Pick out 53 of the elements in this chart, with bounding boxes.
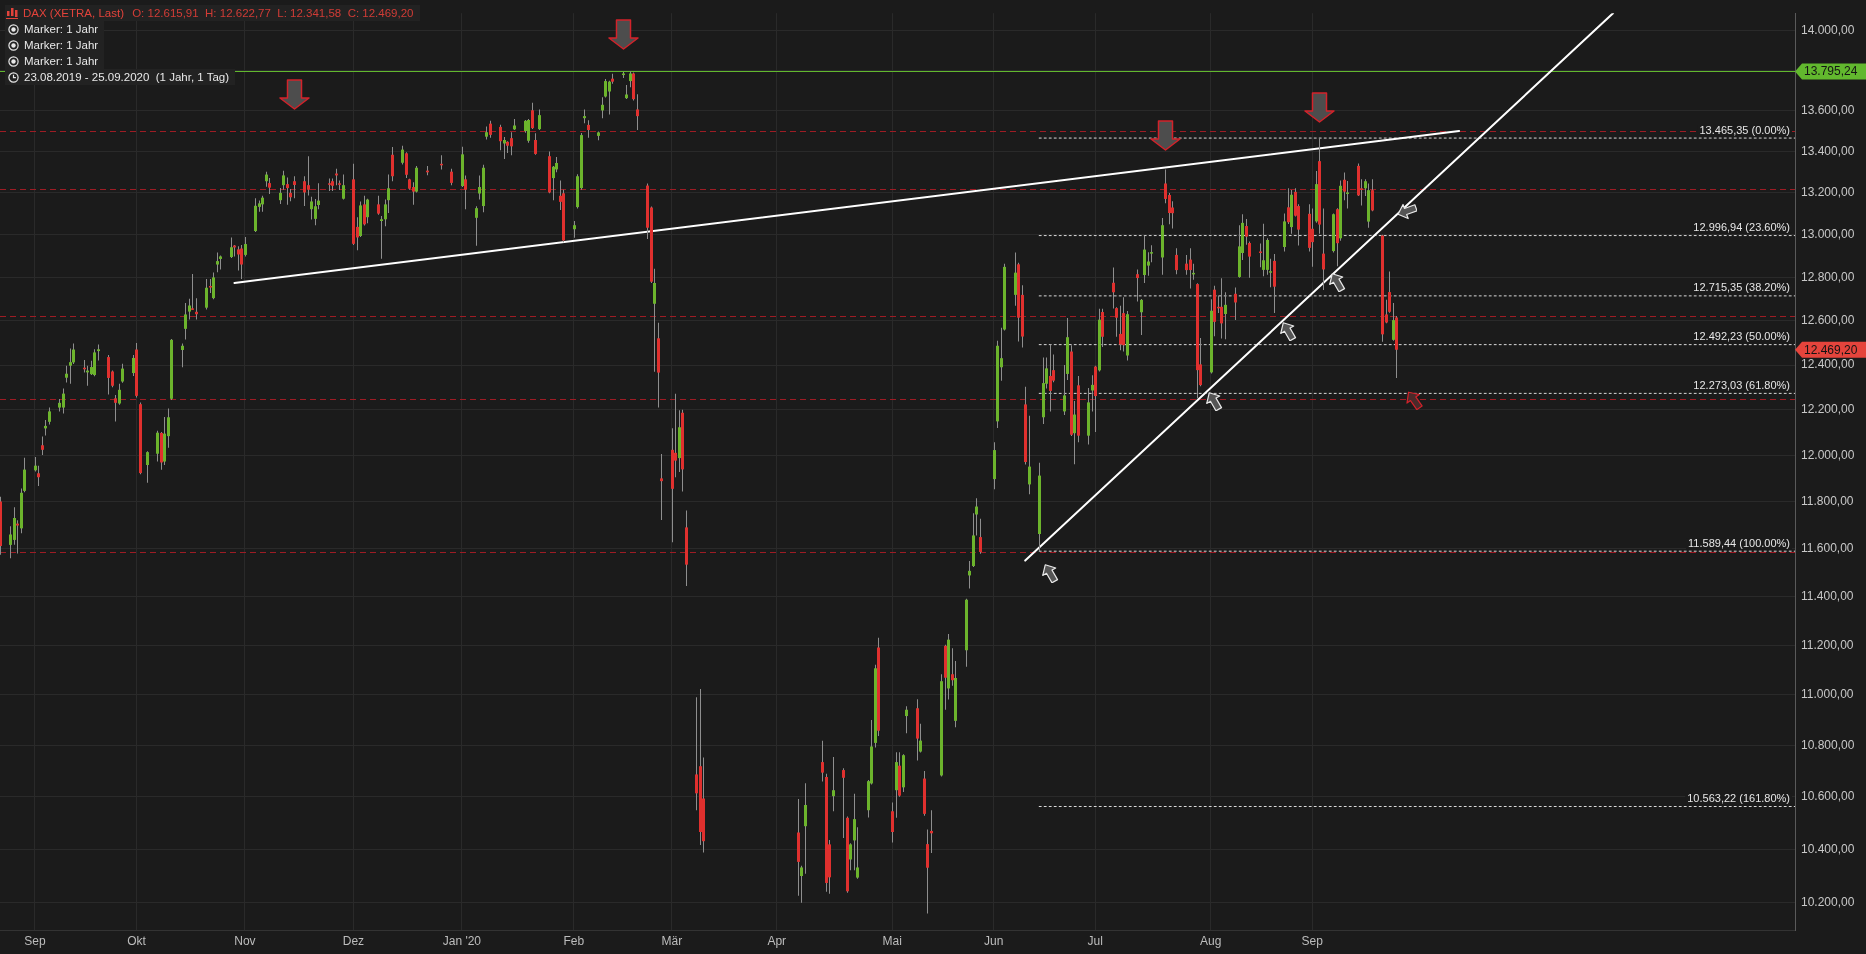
text: 12.469,20 — [1804, 342, 1858, 357]
x-tick-label: Jul — [1087, 933, 1103, 948]
y-tick-label: 11.400,00 — [1801, 588, 1854, 603]
x-tick-label: Sep — [1301, 933, 1324, 948]
y-tick-label: 11.800,00 — [1801, 493, 1854, 508]
y-tick-label: 12.400,00 — [1801, 357, 1855, 372]
y-tick-label: 13.600,00 — [1801, 102, 1855, 117]
x-tick-label: Okt — [127, 933, 147, 948]
x-tick-label: Mär — [661, 933, 683, 948]
x-tick-label: Nov — [234, 933, 256, 948]
y-tick-label: 11.200,00 — [1801, 637, 1854, 652]
y-tick-label: 10.400,00 — [1801, 841, 1855, 856]
y-tick-label: 10.200,00 — [1801, 895, 1855, 910]
y-tick-label: 11.600,00 — [1801, 541, 1854, 555]
series-label: 13.465,35 (0.00%) — [1699, 123, 1790, 136]
candlestick — [191, 273, 194, 311]
ref-line-label: 13.795,24 — [1804, 64, 1858, 79]
candlestick — [69, 348, 72, 384]
x-tick-label: Feb — [563, 933, 585, 948]
y-tick-label: 13.000,00 — [1801, 227, 1855, 242]
y-tick-label: 12.800,00 — [1801, 269, 1855, 284]
series-label: 12.273,03 (61.80%) — [1693, 378, 1790, 391]
series-label: 12.996,94 (23.60%) — [1693, 221, 1790, 234]
annotation: Marker: 1 Jahr — [24, 39, 99, 51]
y-tick-label: 12.600,00 — [1801, 313, 1855, 328]
y-tick-label: 10.600,00 — [1801, 789, 1855, 804]
annotation: Marker: 1 Jahr — [24, 55, 99, 67]
y-tick-label: 12.000,00 — [1801, 447, 1855, 462]
series-label: 12.492,23 (50.00%) — [1693, 330, 1790, 343]
x-tick-label: Dez — [342, 933, 365, 948]
y-tick-label: 14.000,00 — [1801, 23, 1855, 38]
x-tick-label: Apr — [767, 933, 787, 948]
chart-subtitle: O: 12.615,91 H: 12.622,77 L: 12.341,58 C: 12.469,20 — [131, 7, 414, 19]
annotation: 23.08.2019 - 25.09.2020 (1 Jahr, 1 Tag) — [24, 71, 230, 83]
x-tick-label: Mai — [882, 933, 902, 948]
y-tick-label: 11.000,00 — [1801, 687, 1854, 702]
x-tick-label: Sep — [24, 933, 46, 948]
annotation: Marker: 1 Jahr — [24, 23, 99, 35]
series-label: 10.563,22 (161.80%) — [1687, 792, 1790, 805]
y-tick-label: 10.800,00 — [1801, 737, 1855, 752]
x-tick-label: Jun — [984, 933, 1004, 948]
series-label: 12.715,35 (38.20%) — [1693, 281, 1790, 294]
y-tick-label: 13.400,00 — [1801, 143, 1855, 158]
series-label: 11.589,44 (100.00%) — [1688, 536, 1790, 549]
candlestick — [660, 453, 663, 520]
y-tick-label: 12.200,00 — [1801, 402, 1855, 417]
x-tick-label: Aug — [1199, 933, 1222, 948]
chart-title: DAX (XETRA, Last) — [23, 7, 124, 19]
candlestick — [97, 344, 100, 361]
y-tick-label: 13.200,00 — [1801, 185, 1855, 200]
candlestick — [16, 520, 19, 554]
x-tick-label: Jan '20 — [442, 933, 482, 948]
candlestick — [380, 215, 383, 259]
